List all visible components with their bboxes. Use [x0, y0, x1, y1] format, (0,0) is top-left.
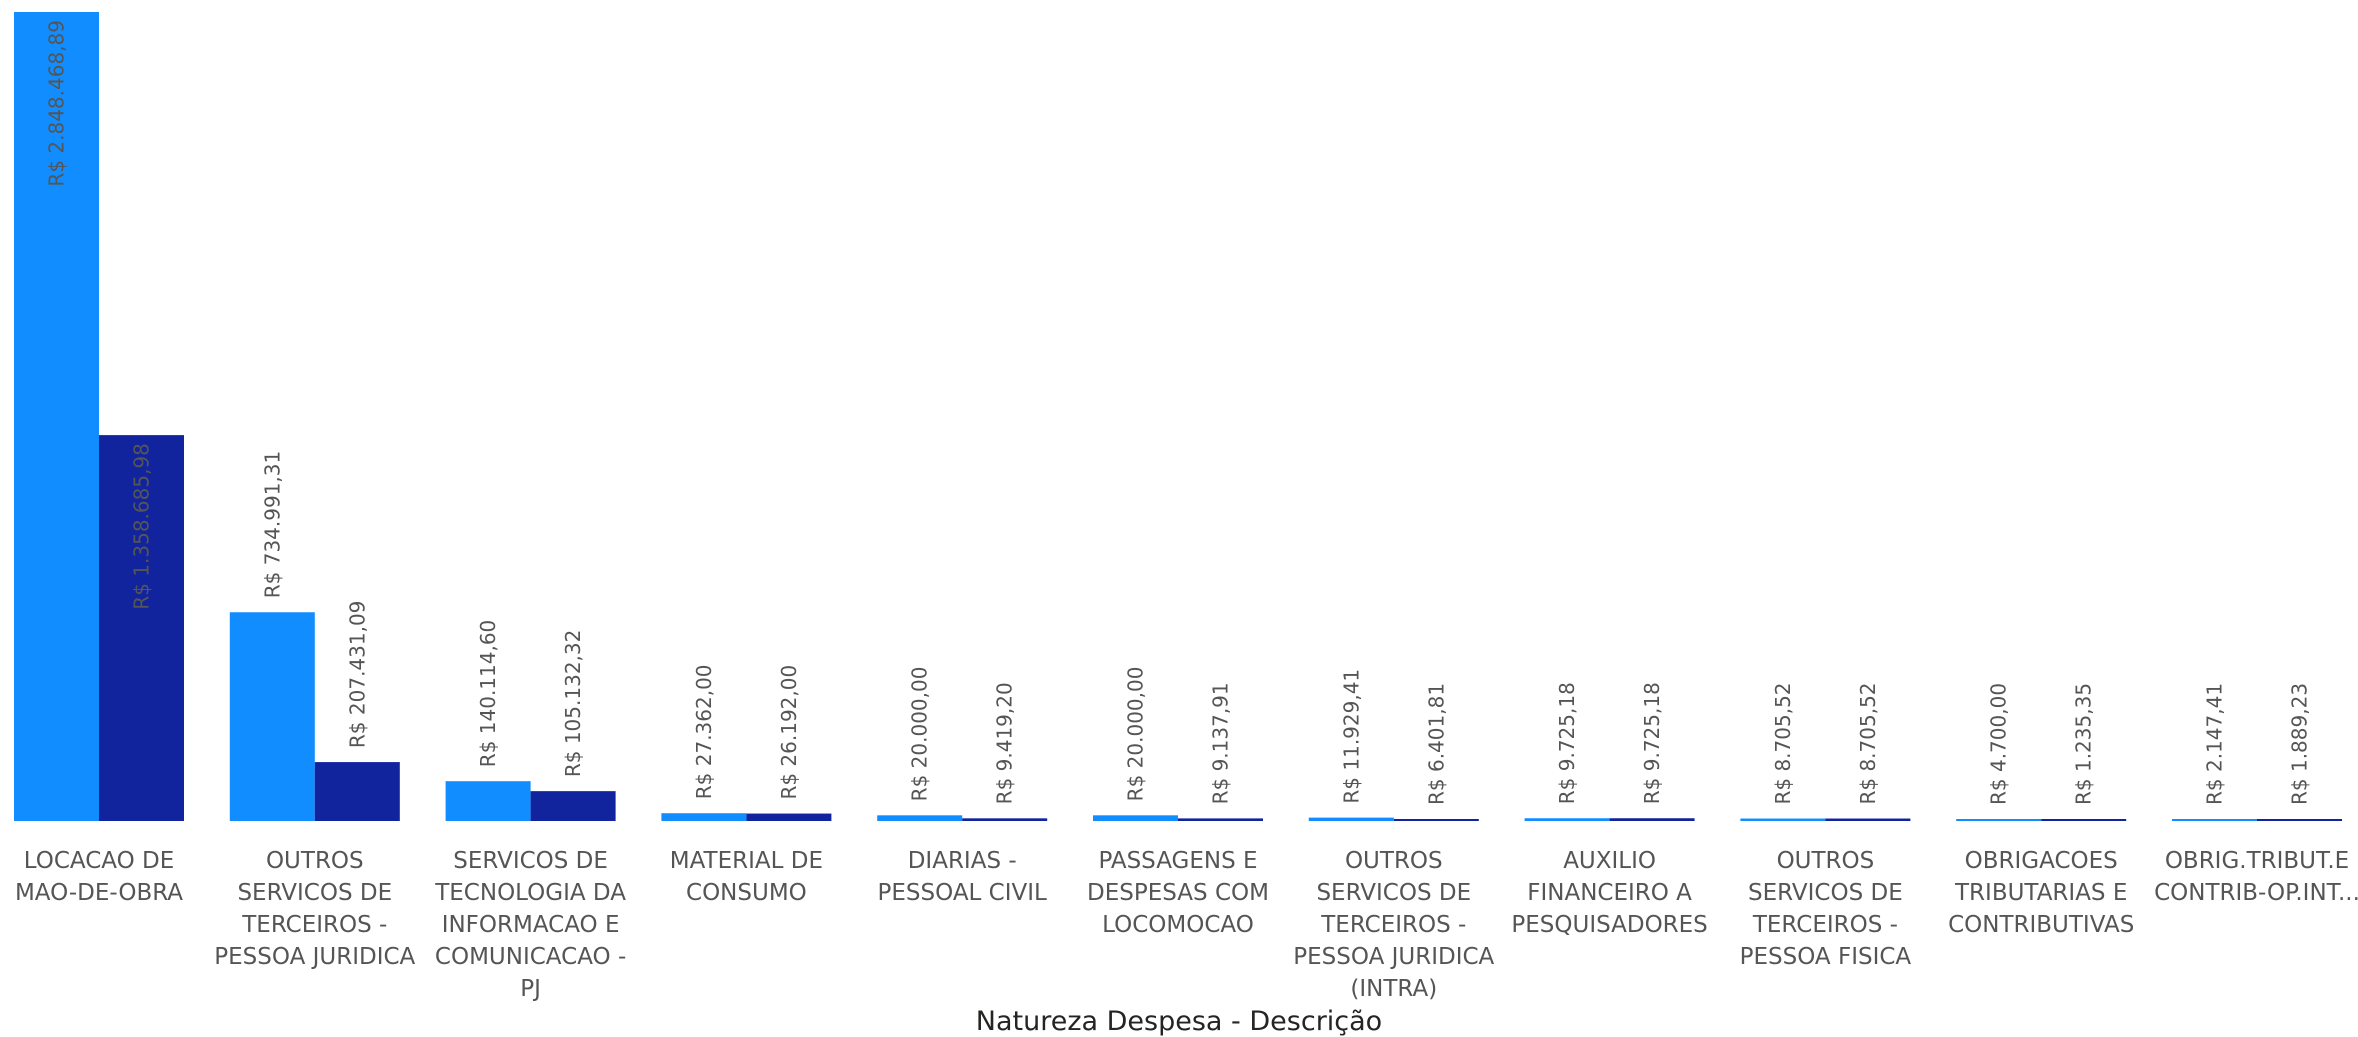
data-label: R$ 20.000,00	[1124, 667, 1148, 802]
bar[interactable]	[230, 612, 315, 821]
data-label: R$ 8.705,52	[1856, 682, 1880, 804]
x-tick-label-line: TERCEIROS -	[1752, 912, 1898, 938]
bar[interactable]	[531, 791, 616, 821]
x-tick-label-line: SERVICOS DE	[1316, 880, 1471, 906]
x-tick-label-line: LOCACAO DE	[24, 848, 175, 874]
x-tick-label-line: DIARIAS -	[908, 848, 1017, 874]
bar[interactable]	[1178, 818, 1263, 821]
bar[interactable]	[1610, 818, 1695, 821]
x-tick-label-line: OUTROS	[266, 848, 364, 874]
data-label: R$ 8.705,52	[1771, 682, 1795, 804]
x-tick-label-line: CONSUMO	[686, 880, 807, 906]
x-tick-label-line: SERVICOS DE	[237, 880, 392, 906]
bar[interactable]	[1525, 818, 1610, 821]
x-tick-label: OUTROS SERVICOS DE TERCEIROS - PESSOA JURID…	[214, 848, 415, 970]
x-tick-label: OBRIG.TRIBUT.E CONTRIB-OP.INT...	[2154, 848, 2358, 906]
x-tick-label-line: LOCOMOCAO	[1102, 912, 1254, 938]
x-tick-label: AUXILIO FINANCEIRO A PESQUISADORES	[1511, 848, 1707, 938]
x-tick-label-line: TECNOLOGIA DA	[434, 880, 626, 906]
data-label: R$ 140.114,60	[476, 620, 500, 768]
data-label: R$ 1.358.685,98	[130, 443, 154, 610]
x-tick-label-line: OUTROS	[1345, 848, 1443, 874]
x-tick-label: MATERIAL DE CONSUMO	[670, 848, 823, 906]
x-tick-label-line: CONTRIB-OP.INT...	[2154, 880, 2358, 906]
x-tick-label-line: OBRIGACOES	[1965, 848, 2118, 874]
x-tick-label: PASSAGENS E DESPESAS COM LOCOMOCAO	[1087, 848, 1269, 938]
bar[interactable]	[1093, 815, 1178, 821]
x-tick-label-line: OBRIG.TRIBUT.E	[2165, 848, 2349, 874]
bar[interactable]	[2041, 819, 2126, 821]
x-tick-label-line: PESSOA FISICA	[1740, 944, 1912, 970]
x-tick-label-line: TRIBUTARIAS E	[1954, 880, 2127, 906]
data-label: R$ 27.362,00	[692, 664, 716, 799]
data-label: R$ 20.000,00	[908, 667, 932, 802]
x-tick-label-line: DESPESAS COM	[1087, 880, 1269, 906]
data-label: R$ 1.235,35	[2072, 683, 2096, 805]
x-tick-label-line: FINANCEIRO A	[1527, 880, 1692, 906]
data-label: R$ 9.725,18	[1640, 682, 1664, 804]
x-tick-label-line: PESQUISADORES	[1511, 912, 1707, 938]
x-tick-label: LOCACAO DE MAO-DE-OBRA	[15, 848, 183, 906]
x-axis-tick-labels: LOCACAO DE MAO-DE-OBRA OUTROS SERVICOS DE TE…	[15, 848, 2358, 1002]
data-label: R$ 4.700,00	[1987, 683, 2011, 805]
data-label: R$ 6.401,81	[1424, 683, 1448, 805]
x-tick-label-line: AUXILIO	[1563, 848, 1656, 874]
bar[interactable]	[1309, 818, 1394, 821]
bar[interactable]	[1740, 819, 1825, 821]
x-tick-label-line: SERVICOS DE	[1748, 880, 1903, 906]
x-tick-label-line: PESSOA JURIDICA	[1293, 944, 1494, 970]
bar[interactable]	[1956, 819, 2041, 821]
x-tick-label-line: (INTRA)	[1350, 976, 1437, 1002]
x-tick-label-line: PJ	[520, 976, 541, 1002]
x-tick-label: OUTROS SERVICOS DE TERCEIROS - PESSOA JURID…	[1293, 848, 1494, 1002]
x-tick-label: SERVICOS DE TECNOLOGIA DA INFORMACAO E COMU…	[434, 848, 626, 1002]
x-tick-label-line: TERCEIROS -	[241, 912, 387, 938]
data-label: R$ 734.991,31	[260, 451, 284, 599]
x-tick-label-line: SERVICOS DE	[453, 848, 608, 874]
bar[interactable]	[315, 762, 400, 821]
x-tick-label-line: COMUNICACAO -	[435, 944, 626, 970]
data-labels-layer: R$ 2.848.468,89 R$ 1.358.685,98 R$ 734.991…	[45, 20, 2312, 805]
bar[interactable]	[1394, 819, 1479, 821]
x-tick-label-line: PESSOA JURIDICA	[214, 944, 415, 970]
bar[interactable]	[661, 813, 746, 821]
bar[interactable]	[962, 818, 1047, 821]
x-tick-label-line: INFORMACAO E	[442, 912, 620, 938]
data-label: R$ 1.889,23	[2288, 683, 2312, 805]
data-label: R$ 9.725,18	[1555, 682, 1579, 804]
x-tick-label-line: TERCEIROS -	[1320, 912, 1466, 938]
data-label: R$ 9.419,20	[993, 682, 1017, 804]
data-label: R$ 11.929,41	[1339, 669, 1363, 804]
bar[interactable]	[446, 781, 531, 821]
x-tick-label-line: MAO-DE-OBRA	[15, 880, 183, 906]
data-label: R$ 9.137,91	[1209, 682, 1233, 804]
data-label: R$ 207.431,09	[345, 601, 369, 749]
data-label: R$ 2.147,41	[2203, 683, 2227, 805]
bar[interactable]	[1825, 819, 1910, 821]
x-axis-title: Natureza Despesa - Descrição	[976, 1006, 1382, 1037]
x-tick-label-line: MATERIAL DE	[670, 848, 823, 874]
bar[interactable]	[2257, 819, 2342, 821]
x-tick-label-line: PASSAGENS E	[1098, 848, 1257, 874]
x-tick-label-line: CONTRIBUTIVAS	[1948, 912, 2134, 938]
bar[interactable]	[2172, 819, 2257, 821]
data-label: R$ 2.848.468,89	[45, 20, 69, 187]
x-tick-label: OUTROS SERVICOS DE TERCEIROS - PESSOA FISIC…	[1740, 848, 1912, 970]
bar[interactable]	[877, 815, 962, 821]
x-tick-label: OBRIGACOES TRIBUTARIAS E CONTRIBUTIVAS	[1948, 848, 2134, 938]
x-tick-label: DIARIAS - PESSOAL CIVIL	[878, 848, 1048, 906]
bar[interactable]	[746, 814, 831, 821]
data-label: R$ 105.132,32	[561, 630, 585, 778]
x-tick-label-line: PESSOAL CIVIL	[878, 880, 1048, 906]
data-label: R$ 26.192,00	[777, 665, 801, 800]
x-tick-label-line: OUTROS	[1777, 848, 1875, 874]
